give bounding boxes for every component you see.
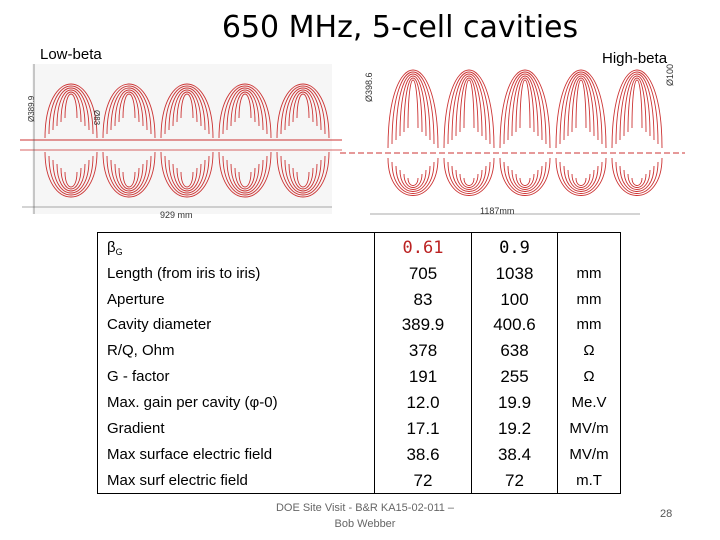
high-length-dim: 1187mm (480, 206, 514, 216)
unit-max-gain: Me.V (571, 394, 607, 411)
unit-length: mm (576, 265, 602, 282)
beta-label: βG (98, 235, 374, 261)
high-gradient-value: 19.2 (497, 419, 532, 438)
unit-max-surface-e: MV/m (569, 446, 609, 463)
beta-low-value: 0.61 (402, 238, 444, 258)
units-column: mm mm mm Ω Ω Me.V MV/m MV/m m.T (558, 233, 620, 493)
unit-aperture: mm (576, 291, 602, 308)
unit-rq: Ω (583, 342, 595, 359)
low-length-value: 705 (408, 264, 438, 283)
row-label-length: Length (from iris to iris) (107, 265, 261, 282)
footer-text: DOE Site Visit - B&R KA15-02-011 – Bob W… (240, 500, 490, 532)
unit-max-surf-e: m.T (576, 472, 602, 489)
row-label-g-factor: G - factor (107, 368, 170, 385)
unit-diameter: mm (576, 316, 602, 333)
high-rq-value: 638 (500, 341, 529, 360)
high-beta-values-column: 0.9 1038 100 400.6 638 255 19.9 19.2 38.… (472, 233, 558, 493)
row-label-max-gain: Max. gain per cavity (φ-0) (107, 394, 278, 411)
cavity-parameters-table: βG Length (from iris to iris) Aperture C… (97, 232, 621, 494)
footer-line-2: Bob Webber (334, 518, 396, 530)
high-length-value: 1038 (495, 264, 534, 283)
unit-gradient: MV/m (569, 420, 609, 437)
low-max-surf-e-value: 72 (413, 471, 433, 490)
unit-g-factor: Ω (583, 368, 595, 385)
low-gradient-value: 17.1 (406, 419, 440, 438)
row-label-cavity-diameter: Cavity diameter (107, 316, 212, 333)
low-max-surface-e-value: 38.6 (406, 445, 440, 464)
high-beta-cavity-drawing: 1187mm Ø398.6 Ø100 (340, 64, 685, 216)
row-label-aperture: Aperture (107, 291, 165, 308)
slide-title: 650 MHz, 5-cell cavities (221, 10, 579, 45)
high-max-surf-e-value: 72 (505, 471, 524, 490)
low-aperture-dim: Ø83 (92, 110, 101, 126)
high-diameter-value: 400.6 (493, 315, 536, 334)
beta-symbol: β (107, 239, 116, 256)
low-max-gain-value: 12.0 (406, 393, 440, 412)
footer-line-1: DOE Site Visit - B&R KA15-02-011 – (275, 502, 455, 514)
high-aperture-value: 100 (500, 290, 529, 309)
low-rq-value: 378 (408, 341, 438, 360)
high-aperture-dim: Ø100 (665, 64, 675, 86)
row-label-max-surf-e: Max surf electric field (107, 472, 248, 489)
parameter-labels-column: βG Length (from iris to iris) Aperture C… (98, 233, 375, 493)
low-g-factor-value: 191 (408, 367, 438, 386)
low-beta-label: Low-beta (40, 46, 102, 63)
page-number: 28 (660, 508, 673, 520)
row-label-max-surface-e: Max surface electric field (107, 446, 273, 463)
row-label-rq: R/Q, Ohm (107, 342, 175, 359)
low-beta-cavity-drawing: 929 mm Ø389.9 Ø83 (20, 64, 342, 220)
row-label-gradient: Gradient (107, 420, 165, 437)
beta-high-value: 0.9 (499, 238, 530, 258)
low-diameter-value: 389.9 (401, 315, 445, 334)
high-beta-label: High-beta (602, 50, 668, 67)
low-beta-values-column: 0.61 705 83 389.9 378 191 12.0 17.1 38.6… (375, 233, 472, 493)
high-g-factor-value: 255 (500, 367, 529, 386)
beta-subscript: G (115, 247, 123, 257)
high-max-surface-e-value: 38.4 (497, 445, 532, 464)
high-max-gain-value: 19.9 (497, 393, 532, 412)
low-length-dim: 929 mm (160, 210, 193, 220)
low-aperture-value: 83 (413, 290, 433, 309)
low-diameter-dim: Ø389.9 (27, 95, 36, 122)
high-diameter-dim: Ø398.6 (364, 72, 374, 102)
